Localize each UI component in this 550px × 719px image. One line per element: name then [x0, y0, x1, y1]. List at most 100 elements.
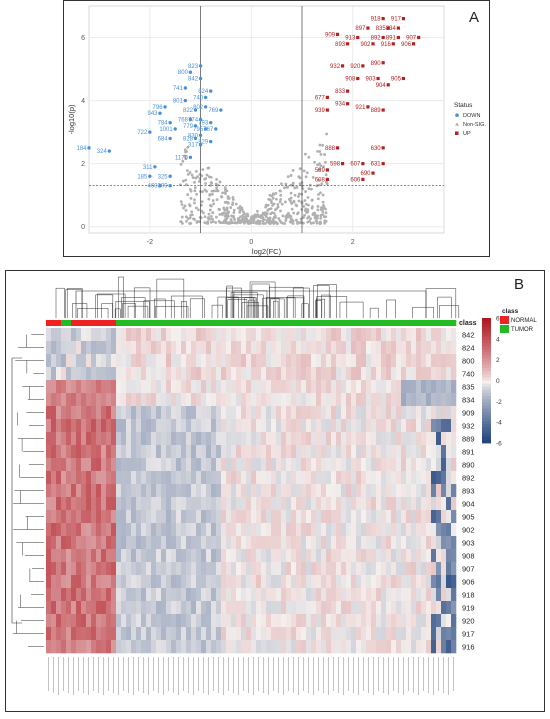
- heatmap-cell: [86, 471, 92, 485]
- non-sig-point: [271, 217, 275, 221]
- heatmap-cell: [156, 497, 162, 511]
- heatmap-cell: [261, 393, 267, 407]
- non-sig-point: [316, 197, 320, 201]
- class-cell: [381, 320, 387, 326]
- heatmap-cell: [106, 536, 112, 550]
- heatmap-cell: [341, 432, 347, 446]
- heatmap-cell: [271, 393, 277, 407]
- dendrogram-branch: [114, 308, 121, 318]
- heatmap-cell: [421, 380, 427, 394]
- color-scale-segment: [482, 343, 491, 347]
- heatmap-cell: [121, 471, 127, 485]
- heatmap-cell: [131, 380, 137, 394]
- heatmap-cell: [371, 484, 377, 498]
- heatmap-cell: [126, 588, 132, 602]
- heatmap-cell: [201, 575, 207, 589]
- heatmap-cell: [346, 562, 352, 576]
- heatmap-cell: [301, 419, 307, 433]
- non-sig-point: [184, 215, 188, 219]
- heatmap-cell: [246, 549, 252, 563]
- class-cell: [61, 320, 67, 326]
- heatmap-cell: [181, 588, 187, 602]
- heatmap-cell: [156, 640, 162, 654]
- heatmap-cell: [391, 575, 397, 589]
- dendrogram-branch: [270, 298, 285, 318]
- heatmap-cell: [81, 406, 87, 420]
- heatmap-cell: [51, 406, 57, 420]
- point-label: 909: [325, 32, 336, 38]
- heatmap-cell: [411, 380, 417, 394]
- heatmap-cell: [111, 341, 117, 355]
- heatmap-cell: [271, 601, 277, 615]
- non-sig-point: [265, 220, 269, 224]
- heatmap-cell: [106, 471, 112, 485]
- heatmap-cell: [331, 445, 337, 459]
- heatmap-cell: [351, 523, 357, 537]
- heatmap-cell: [276, 484, 282, 498]
- non-sig-point: [210, 204, 213, 208]
- y-axis-label: -log10(p): [67, 104, 76, 135]
- class-cell: [186, 320, 192, 326]
- heatmap-cell: [146, 497, 152, 511]
- heatmap-cell: [396, 471, 402, 485]
- heatmap-cell: [266, 406, 272, 420]
- heatmap-cell: [291, 328, 297, 342]
- heatmap-cell: [311, 471, 317, 485]
- heatmap-cell: [226, 627, 232, 641]
- heatmap-cell: [281, 640, 287, 654]
- non-sig-point: [296, 220, 299, 224]
- heatmap-cell: [291, 562, 297, 576]
- heatmap-cell: [136, 380, 142, 394]
- heatmap-cell: [306, 588, 312, 602]
- heatmap-cell: [301, 575, 307, 589]
- heatmap-cell: [361, 341, 367, 355]
- heatmap-cell: [206, 367, 212, 381]
- heatmap-cell: [451, 328, 457, 342]
- dendrogram-branch: [287, 295, 305, 318]
- non-sig-point: [279, 193, 283, 197]
- heatmap-cell: [296, 380, 302, 394]
- heatmap-cell: [146, 380, 152, 394]
- dendrogram-branch: [251, 283, 270, 318]
- heatmap-cell: [146, 419, 152, 433]
- heatmap-cell: [416, 445, 422, 459]
- heatmap-cell: [436, 393, 442, 407]
- heatmap-cell: [116, 614, 122, 628]
- heatmap-cell: [126, 575, 132, 589]
- heatmap-cell: [46, 406, 52, 420]
- color-scale-segment: [482, 439, 491, 444]
- heatmap-cell: [196, 367, 202, 381]
- heatmap-cell: [386, 562, 392, 576]
- heatmap-cell: [281, 432, 287, 446]
- heatmap-cell: [271, 627, 277, 641]
- heatmap-cell: [216, 484, 222, 498]
- heatmap-cell: [141, 497, 147, 511]
- heatmap-cell: [266, 640, 272, 654]
- non-sig-point: [215, 198, 219, 202]
- heatmap-cell: [66, 406, 72, 420]
- non-sig-point: [200, 209, 204, 213]
- heatmap-cell: [426, 380, 432, 394]
- heatmap-cell: [416, 614, 422, 628]
- heatmap-cell: [336, 484, 342, 498]
- heatmap-cell: [451, 445, 457, 459]
- heatmap-cell: [306, 627, 312, 641]
- dendrogram-branch: [155, 306, 189, 318]
- heatmap-cell: [191, 445, 197, 459]
- heatmap-cell: [81, 380, 87, 394]
- heatmap-cell: [96, 367, 102, 381]
- heatmap-cell: [131, 406, 137, 420]
- heatmap-cell: [51, 549, 57, 563]
- heatmap-cell: [431, 575, 437, 589]
- heatmap-cell: [121, 601, 127, 615]
- heatmap-cell: [326, 614, 332, 628]
- heatmap-cell: [416, 536, 422, 550]
- heatmap-cell: [286, 419, 292, 433]
- heatmap-cell: [376, 575, 382, 589]
- heatmap-cell: [451, 458, 457, 472]
- heatmap-cell: [331, 419, 337, 433]
- heatmap-cell: [116, 575, 122, 589]
- heatmap-cell: [211, 328, 217, 342]
- non-sig-point: [306, 210, 310, 214]
- non-sig-point: [201, 168, 205, 172]
